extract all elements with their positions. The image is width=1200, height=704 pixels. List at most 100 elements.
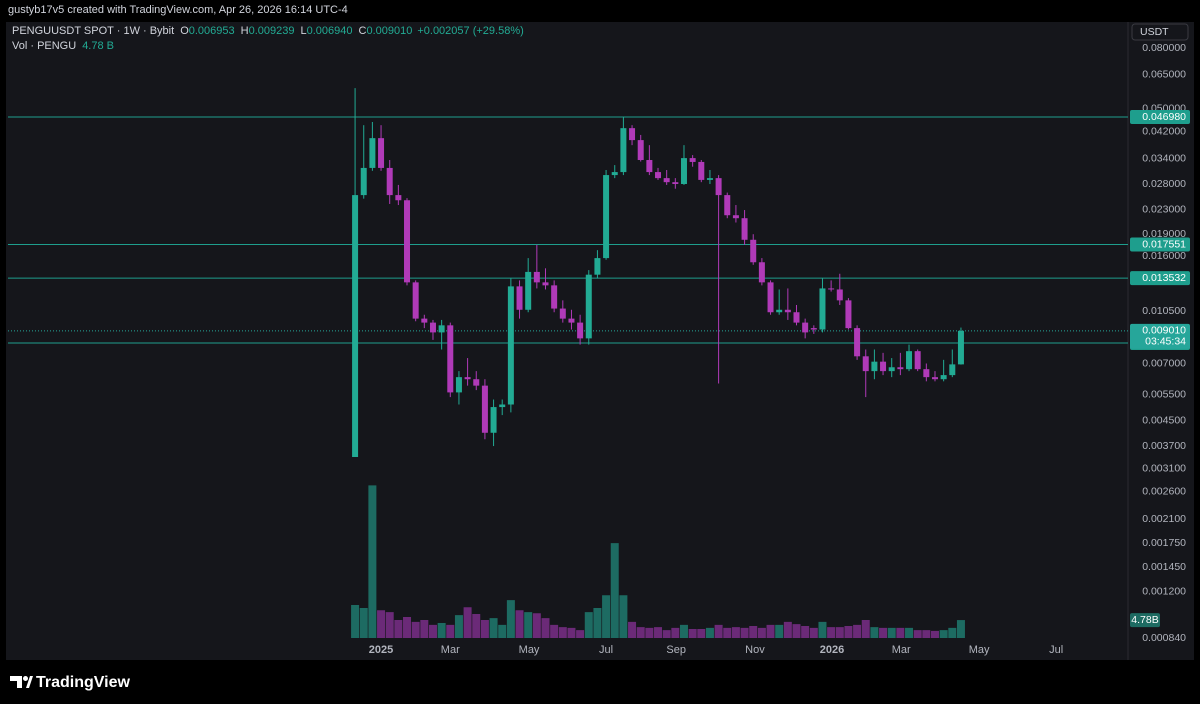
candle-body: [793, 312, 800, 323]
volume-bar: [463, 607, 472, 638]
volume-bar: [766, 624, 775, 638]
candle-body: [603, 175, 610, 259]
candle-body: [360, 167, 367, 196]
volume-bar: [671, 627, 680, 638]
symbol-legend: PENGUUSDT SPOT · 1W · Bybit O0.006953 H0.0…: [12, 25, 524, 37]
candle-body: [629, 128, 636, 141]
candle-body: [836, 289, 843, 301]
candle-body: [611, 172, 618, 176]
volume-bar: [576, 630, 585, 638]
candle-body: [646, 160, 653, 173]
volume-bar: [930, 630, 939, 638]
volume-bar: [636, 627, 645, 638]
volume-bar: [749, 626, 758, 638]
price-label: 0.046980: [1142, 111, 1186, 123]
y-tick-label: 0.001200: [1142, 586, 1186, 598]
candle-body: [776, 309, 783, 313]
candle-body: [732, 215, 739, 219]
candle-body: [481, 385, 488, 433]
volume-bar: [619, 595, 628, 638]
candle-body: [897, 367, 904, 370]
price-label-box: [1130, 237, 1190, 252]
volume-bar: [584, 612, 593, 638]
y-tick-label: 0.002600: [1142, 486, 1186, 498]
change: +0.002057 (+29.58%): [417, 25, 523, 37]
volume-bar: [740, 627, 749, 638]
volume-bar: [818, 621, 827, 638]
candle-body: [551, 285, 558, 309]
logo-mark: [10, 676, 22, 688]
volume-bar: [879, 627, 888, 638]
candle-body: [429, 322, 436, 333]
y-tick-label: 0.004500: [1142, 414, 1186, 426]
volume-bar: [403, 617, 412, 638]
x-tick-label: Mar: [892, 644, 911, 656]
volume-bar: [844, 626, 853, 638]
candle-body: [724, 195, 731, 216]
currency: USDT: [1140, 26, 1169, 38]
volume-bar: [602, 595, 611, 638]
candle-body: [577, 322, 584, 339]
y-tick-label: 0.003100: [1142, 463, 1186, 475]
candle-body: [559, 308, 566, 319]
logo-dot: [23, 676, 28, 681]
candle-body: [386, 167, 393, 196]
volume-bar: [359, 608, 368, 638]
candle-body: [888, 367, 895, 372]
x-tick-label: May: [519, 644, 540, 656]
ohlc-key: O: [180, 25, 189, 37]
volume-bar: [368, 485, 377, 638]
volume-bar: [593, 608, 602, 638]
last-price-box: [1130, 323, 1190, 349]
volume-bar: [472, 614, 481, 638]
volume-bar: [853, 624, 862, 638]
volume-bar: [723, 627, 732, 638]
candle-body: [689, 158, 696, 162]
candle-body: [931, 377, 938, 380]
ohlc-key: C: [359, 25, 367, 37]
volume-bar: [801, 626, 810, 638]
candle-body: [706, 178, 713, 180]
volume-bar: [377, 610, 386, 638]
y-tick-label: 0.002100: [1142, 513, 1186, 525]
candle-body: [802, 322, 809, 333]
ohlc-value: 0.009239: [249, 25, 295, 37]
volume-bar: [428, 624, 437, 638]
currency-box: [1131, 23, 1189, 41]
volume-bar: [420, 620, 429, 638]
y-tick-label: 0.003700: [1142, 440, 1186, 452]
candle-body: [594, 258, 601, 275]
volume-bar: [645, 627, 654, 638]
candle-body: [568, 318, 575, 323]
x-tick-label: May: [969, 644, 990, 656]
candle-body: [914, 351, 921, 370]
volume-bar: [524, 612, 533, 638]
candle-body: [637, 140, 644, 161]
tradingview-logo: TradingView: [10, 674, 131, 691]
volume-bar: [506, 600, 515, 638]
y-tick-label: 0.019000: [1142, 228, 1186, 240]
candle-body: [533, 271, 540, 283]
candle-body: [871, 361, 878, 372]
y-tick-label: 0.005500: [1142, 389, 1186, 401]
candle-body: [490, 407, 497, 433]
candle-body: [810, 328, 817, 330]
candle-body: [663, 178, 670, 183]
candle-body: [455, 377, 462, 393]
candle-body: [828, 288, 835, 290]
candle-body: [680, 158, 687, 185]
candle-body: [464, 377, 471, 380]
volume-bar: [688, 629, 697, 638]
price-label-box: [1130, 271, 1190, 286]
candle-body: [369, 138, 376, 168]
candle-body: [767, 282, 774, 313]
x-tick-label: Jul: [1049, 644, 1063, 656]
volume-bar: [870, 627, 879, 638]
volume-bar: [515, 610, 524, 638]
y-tick-label: 0.010500: [1142, 305, 1186, 317]
candle-body: [819, 288, 826, 330]
y-tick-label: 0.042000: [1142, 125, 1186, 137]
volume-label-box: [1130, 613, 1160, 628]
last-price-label: 0.009010: [1142, 325, 1186, 337]
volume-bar: [896, 627, 905, 638]
